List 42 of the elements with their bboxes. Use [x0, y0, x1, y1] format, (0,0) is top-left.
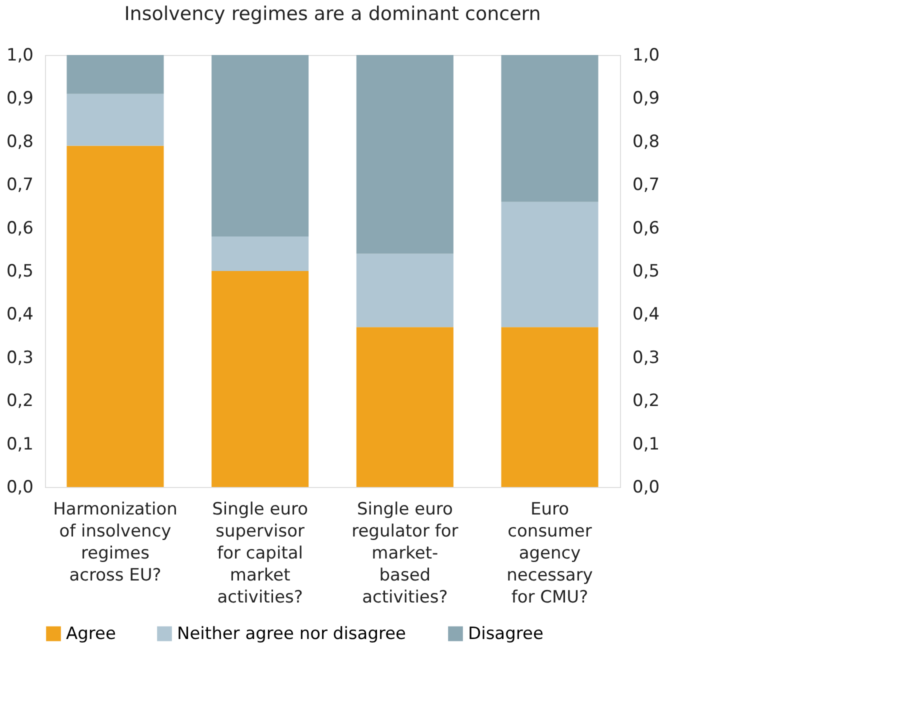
y2-tick-label: 0,8: [632, 132, 660, 152]
bar: [212, 271, 309, 487]
bar: [66, 146, 164, 487]
y-tick-label: 0,9: [6, 88, 34, 109]
x-tick-label: Harmonization of insolvency regimes across EU?: [53, 500, 178, 586]
y2-tick-label: 0,5: [632, 262, 660, 282]
bar: [66, 55, 164, 94]
y-tick-label: 0,7: [6, 175, 34, 196]
x-tick-label: Single euro supervisor for capital market activities?: [212, 500, 308, 608]
chart-title: Insolvency regimes are a dominant concern: [124, 3, 541, 25]
y-tick-label: 0,8: [6, 132, 34, 152]
y-tick-label: 0,5: [6, 262, 34, 282]
legend-label: Disagree: [468, 624, 544, 644]
legend-label: Agree: [66, 624, 116, 644]
y2-tick-label: 0,9: [632, 88, 660, 109]
bar: [356, 327, 454, 487]
y-tick-label: 0,3: [6, 348, 34, 368]
bar: [356, 254, 454, 328]
bar: [356, 55, 454, 254]
y-tick-label: 1,0: [6, 46, 34, 66]
bar: [501, 202, 598, 328]
y2-tick-label: 0,2: [632, 391, 660, 412]
y-tick-label: 0,4: [6, 304, 34, 325]
y2-tick-label: 1,0: [632, 46, 660, 66]
y-tick-label: 0,0: [6, 478, 34, 498]
y2-tick-label: 0,6: [632, 218, 660, 238]
x-tick-label: Euro consumer agency necessary for CMU?: [506, 500, 593, 608]
y-tick-label: 0,6: [6, 218, 34, 238]
x-tick-label: Single euro regulator for market- based activities?: [352, 500, 458, 608]
y2-tick-label: 0,3: [632, 348, 660, 368]
y-tick-label: 0,2: [6, 391, 34, 412]
bar: [501, 55, 598, 202]
bar: [66, 94, 164, 146]
y2-tick-label: 0,0: [632, 478, 660, 498]
bar: [212, 236, 309, 271]
y2-tick-label: 0,1: [632, 434, 660, 454]
bar: [501, 327, 598, 487]
y2-tick-label: 0,4: [632, 304, 660, 325]
legend-label: Neither agree nor disagree: [177, 624, 406, 644]
y2-tick-label: 0,7: [632, 175, 660, 196]
bar: [212, 55, 309, 236]
y-tick-label: 0,1: [6, 434, 34, 454]
